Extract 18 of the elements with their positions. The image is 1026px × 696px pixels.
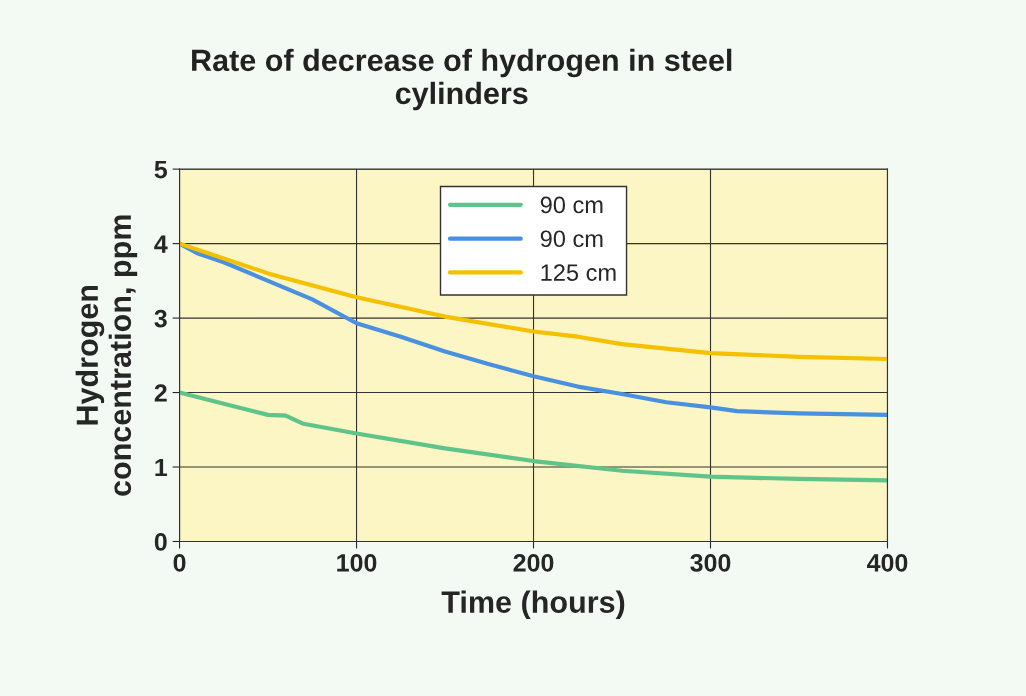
legend-label: 90 cm xyxy=(540,196,603,214)
chart-title: Rate of decrease of hydrogen in steel cylinders xyxy=(192,48,732,111)
y-tick-label: 5 xyxy=(154,160,168,179)
x-tick-label: 0 xyxy=(173,553,186,572)
legend-label: 90 cm xyxy=(540,230,603,248)
legend-label: 125 cm xyxy=(541,264,616,281)
line-series xyxy=(179,390,888,483)
y-tick-label: 3 xyxy=(154,309,167,328)
y-tick-label: 4 xyxy=(154,235,168,253)
y-axis-title: Hydrogen concentration, ppm xyxy=(75,215,138,496)
x-tick-label: 200 xyxy=(513,553,554,572)
x-axis-title: Time (hours) xyxy=(441,590,625,619)
y-tick-label: 0 xyxy=(154,533,167,551)
y-tick-label: 2 xyxy=(154,384,167,402)
x-tick-label: 300 xyxy=(690,553,731,572)
y-tick-label: 1 xyxy=(155,458,168,477)
x-tick-label: 400 xyxy=(867,553,908,572)
x-tick-label: 100 xyxy=(337,553,377,572)
